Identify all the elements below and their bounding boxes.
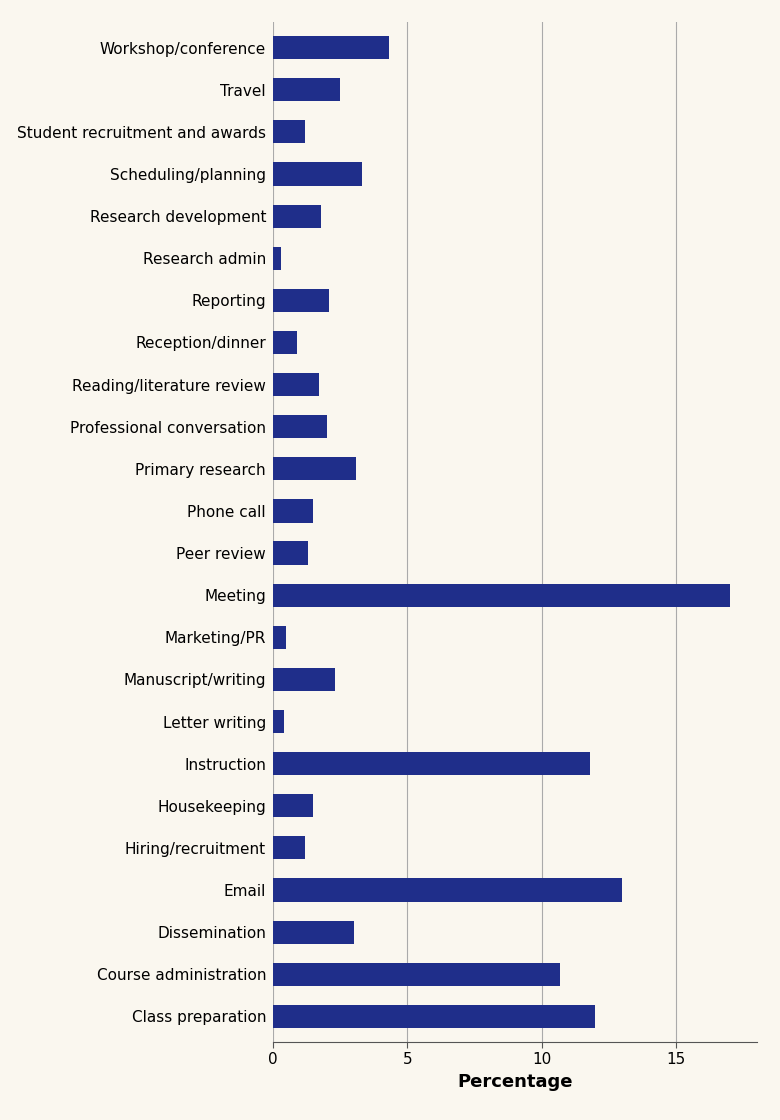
Bar [273, 962, 561, 986]
Bar [273, 246, 281, 270]
Bar [273, 78, 340, 102]
Bar [273, 584, 730, 607]
Bar [273, 416, 327, 438]
Bar [273, 330, 297, 354]
Bar [273, 289, 329, 312]
Bar [273, 36, 388, 59]
Bar [273, 541, 308, 564]
Bar [273, 668, 335, 691]
Bar [273, 457, 356, 480]
Bar [273, 373, 319, 396]
Bar [273, 794, 314, 818]
X-axis label: Percentage: Percentage [457, 1073, 573, 1091]
Bar [273, 500, 314, 523]
Bar [273, 205, 321, 227]
Bar [273, 878, 622, 902]
Bar [273, 921, 353, 944]
Bar [273, 120, 305, 143]
Bar [273, 162, 362, 186]
Bar [273, 626, 286, 648]
Bar [273, 1005, 595, 1028]
Bar [273, 752, 590, 775]
Bar [273, 837, 305, 859]
Bar [273, 710, 284, 734]
